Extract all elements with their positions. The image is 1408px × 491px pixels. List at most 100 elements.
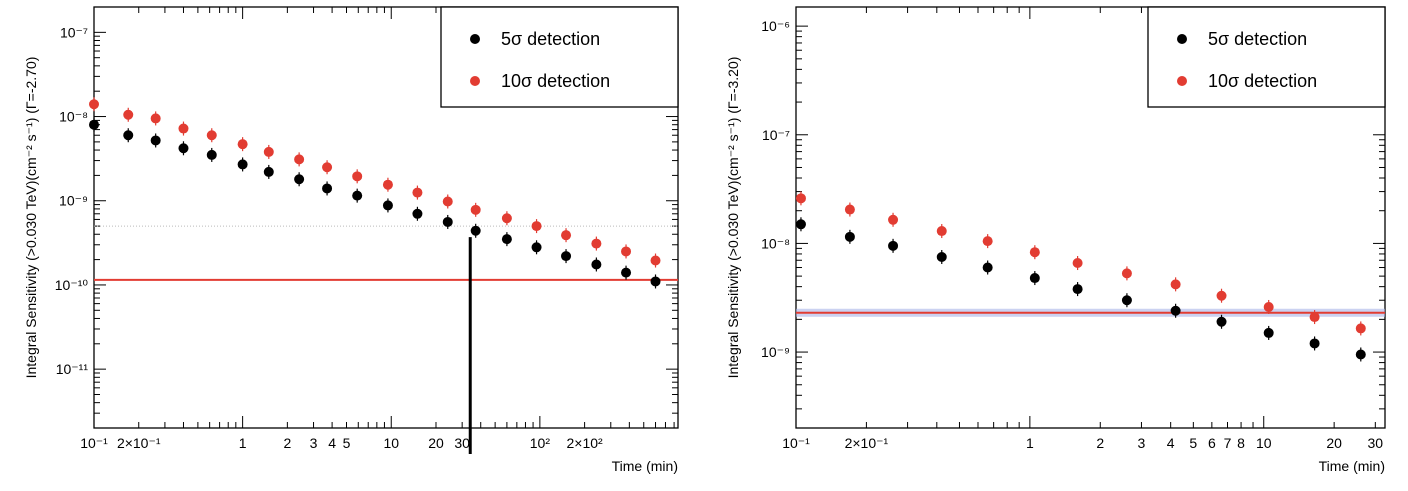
legend-label: 5σ detection <box>1208 29 1307 49</box>
x-tick-label: 10² <box>530 435 551 451</box>
data-point <box>1355 323 1366 334</box>
data-point <box>150 135 161 146</box>
data-point <box>1170 305 1181 316</box>
data-point <box>470 225 481 236</box>
data-point <box>382 179 393 190</box>
series-5sigma <box>795 217 1366 362</box>
data-point <box>591 259 602 270</box>
data-point <box>1121 268 1132 279</box>
data-point <box>795 193 806 204</box>
data-point <box>1029 247 1040 258</box>
data-point <box>442 196 453 207</box>
legend-marker <box>1177 34 1187 44</box>
data-point <box>1121 295 1132 306</box>
data-point <box>888 240 899 251</box>
x-tick-label: 8 <box>1237 435 1245 451</box>
x-tick-label: 30 <box>1368 435 1384 451</box>
data-point <box>1309 338 1320 349</box>
y-tick-label: 10⁻¹⁰ <box>55 277 89 293</box>
data-point <box>650 255 661 266</box>
data-point <box>531 242 542 253</box>
data-point <box>294 154 305 165</box>
x-tick-label: 4 <box>328 435 336 451</box>
data-point <box>888 214 899 225</box>
chart-panel-1: 10⁻¹ 2×10⁻¹ 1 2 3 4 5 10 20 30 10² 2×10² 10⁻¹¹ 10⁻¹⁰ 1… <box>23 6 679 474</box>
data-point <box>795 219 806 230</box>
data-point <box>470 204 481 215</box>
x-tick-label: 2×10⁻¹ <box>845 435 889 451</box>
data-point <box>591 238 602 249</box>
y-tick-label: 10⁻⁷ <box>762 127 790 143</box>
data-point <box>442 216 453 227</box>
y-tick-label: 10⁻¹¹ <box>56 361 89 377</box>
data-point <box>1216 290 1227 301</box>
chart-panel-2: 10⁻¹ 2×10⁻¹ 1 2 3 4 5 6 7 8 10 20 30 10⁻⁹ 10⁻⁸ 10⁻⁷ 10⁻⁶… <box>725 6 1386 474</box>
data-point <box>263 146 274 157</box>
data-point <box>936 226 947 237</box>
data-point <box>123 130 134 141</box>
data-point <box>501 234 512 245</box>
data-point <box>237 159 248 170</box>
legend-marker <box>1177 76 1187 86</box>
x-tick-label: 2 <box>1096 435 1104 451</box>
x-tick-label: 3 <box>310 435 318 451</box>
legend-label: 10σ detection <box>501 71 610 91</box>
data-point <box>936 251 947 262</box>
y-tick-label: 10⁻⁷ <box>60 24 88 40</box>
data-point <box>1263 327 1274 338</box>
x-tick-label: 20 <box>428 435 444 451</box>
series-10sigma <box>795 191 1366 336</box>
x-tick-label: 5 <box>1189 435 1197 451</box>
x-axis-title: Time (min) <box>612 458 678 474</box>
data-point <box>501 213 512 224</box>
data-point <box>123 109 134 120</box>
data-point <box>206 130 217 141</box>
data-point <box>1170 279 1181 290</box>
plot-frame <box>93 6 679 429</box>
data-point <box>322 162 333 173</box>
data-point <box>621 267 632 278</box>
y-axis-title: Integral Sensitivity (>0.030 TeV)(cm⁻² s… <box>23 57 39 379</box>
x-tick-label: 5 <box>343 435 351 451</box>
legend-box <box>440 6 679 108</box>
data-point <box>263 166 274 177</box>
x-tick-label: 10⁻¹ <box>782 435 810 451</box>
data-point <box>412 187 423 198</box>
data-point <box>844 204 855 215</box>
data-point <box>206 149 217 160</box>
x-tick-label: 30 <box>454 435 470 451</box>
x-tick-label: 2×10⁻¹ <box>117 435 161 451</box>
data-point <box>982 236 993 247</box>
x-tick-label: 1 <box>1026 435 1034 451</box>
x-tick-label: 20 <box>1326 435 1342 451</box>
data-point <box>412 208 423 219</box>
x-tick-label: 3 <box>1138 435 1146 451</box>
data-point <box>178 143 189 154</box>
x-tick-label: 1 <box>239 435 247 451</box>
x-tick-label: 2 <box>283 435 291 451</box>
data-point <box>178 123 189 134</box>
legend-marker <box>470 76 480 86</box>
data-point <box>89 119 99 130</box>
x-tick-label: 10⁻¹ <box>80 435 108 451</box>
data-point <box>561 230 572 241</box>
legend-box <box>1147 6 1386 108</box>
data-point <box>382 200 393 211</box>
y-tick-label: 10⁻⁸ <box>761 235 790 251</box>
data-point <box>150 113 161 124</box>
data-point <box>561 251 572 262</box>
data-point <box>1072 258 1083 269</box>
legend-label: 10σ detection <box>1208 71 1317 91</box>
data-point <box>1263 301 1274 312</box>
data-point <box>1309 312 1320 323</box>
legend-marker <box>470 34 480 44</box>
data-point <box>621 246 632 257</box>
y-tick-label: 10⁻⁹ <box>59 193 88 209</box>
y-tick-label: 10⁻⁸ <box>59 109 88 125</box>
data-point <box>237 139 248 150</box>
x-tick-label: 4 <box>1167 435 1175 451</box>
x-tick-label: 6 <box>1208 435 1216 451</box>
x-tick-label: 2×10² <box>567 435 604 451</box>
x-tick-label: 10 <box>1256 435 1272 451</box>
